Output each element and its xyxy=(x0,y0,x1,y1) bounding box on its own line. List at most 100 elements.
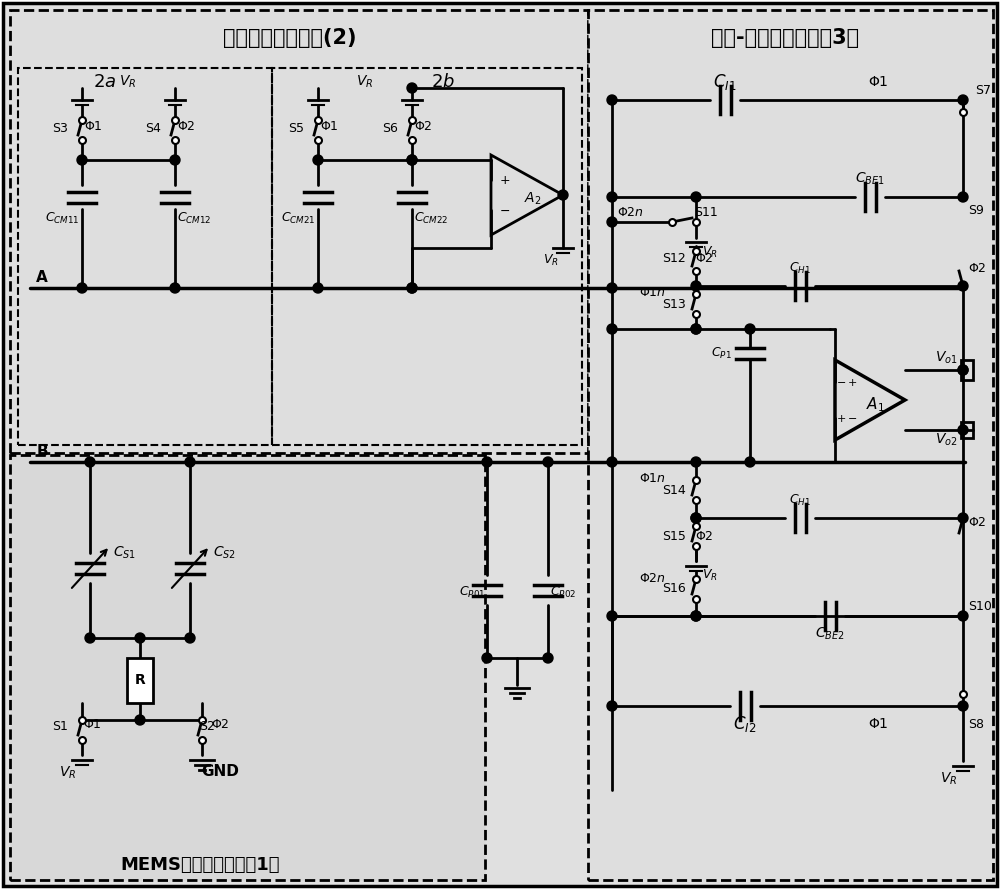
Circle shape xyxy=(958,513,968,523)
Text: $\Phi 1$: $\Phi 1$ xyxy=(868,717,888,731)
Text: $V_R$: $V_R$ xyxy=(59,765,77,781)
Text: $\Phi 2$: $\Phi 2$ xyxy=(695,530,713,542)
Text: $-$: $-$ xyxy=(499,204,511,217)
Text: $\Phi 1n$: $\Phi 1n$ xyxy=(639,285,665,299)
Circle shape xyxy=(958,192,968,202)
Circle shape xyxy=(691,457,701,467)
Text: $V_R$: $V_R$ xyxy=(543,252,559,268)
Text: B: B xyxy=(36,444,48,460)
Circle shape xyxy=(958,365,968,375)
Text: $A_2$: $A_2$ xyxy=(524,191,542,207)
Text: $C_{CM11}$: $C_{CM11}$ xyxy=(45,211,80,226)
Text: S7: S7 xyxy=(975,84,991,97)
Text: $-+$: $-+$ xyxy=(836,377,858,388)
Circle shape xyxy=(607,457,617,467)
Text: $C_{S1}$: $C_{S1}$ xyxy=(113,545,137,561)
Text: $\Phi 1$: $\Phi 1$ xyxy=(83,718,101,732)
Circle shape xyxy=(958,425,968,435)
Circle shape xyxy=(185,633,195,643)
Text: $\Phi 2n$: $\Phi 2n$ xyxy=(617,205,643,219)
Text: R: R xyxy=(135,673,145,687)
Text: MEMS机械传感元件（1）: MEMS机械传感元件（1） xyxy=(120,856,280,874)
Text: S6: S6 xyxy=(382,122,398,134)
Text: $\mathit{2b}$: $\mathit{2b}$ xyxy=(431,73,455,91)
Text: S16: S16 xyxy=(662,582,686,596)
Circle shape xyxy=(135,633,145,643)
Circle shape xyxy=(482,653,492,663)
Circle shape xyxy=(958,365,968,375)
Circle shape xyxy=(745,324,755,334)
Text: S8: S8 xyxy=(968,717,984,731)
Circle shape xyxy=(313,155,323,165)
Text: $C_{H1}$: $C_{H1}$ xyxy=(789,493,811,508)
Text: $V_R$: $V_R$ xyxy=(940,771,958,787)
Text: $V_R$: $V_R$ xyxy=(702,567,718,582)
Circle shape xyxy=(745,457,755,467)
Text: $\Phi 1$: $\Phi 1$ xyxy=(84,119,102,132)
Circle shape xyxy=(77,155,87,165)
Circle shape xyxy=(185,457,195,467)
Bar xyxy=(127,658,153,703)
Text: $\mathit{2a}$: $\mathit{2a}$ xyxy=(93,73,117,91)
Circle shape xyxy=(607,217,617,227)
Circle shape xyxy=(558,190,568,200)
Text: $C_{P02}$: $C_{P02}$ xyxy=(550,584,576,599)
Circle shape xyxy=(691,324,701,334)
Bar xyxy=(961,360,973,380)
Text: $C_{H1}$: $C_{H1}$ xyxy=(789,260,811,276)
Text: $\Phi 1$: $\Phi 1$ xyxy=(320,119,338,132)
Circle shape xyxy=(85,633,95,643)
Text: 电容-电压转换模块（3）: 电容-电压转换模块（3） xyxy=(711,28,859,48)
Circle shape xyxy=(607,611,617,621)
Text: 输入共模控制电路(2): 输入共模控制电路(2) xyxy=(223,28,357,48)
Text: S9: S9 xyxy=(968,204,984,218)
Text: $V_{o1}$: $V_{o1}$ xyxy=(935,349,958,366)
Text: S12: S12 xyxy=(662,252,686,266)
Circle shape xyxy=(958,701,968,711)
Circle shape xyxy=(170,283,180,293)
Circle shape xyxy=(77,283,87,293)
Circle shape xyxy=(958,95,968,105)
Text: $C_{BE1}$: $C_{BE1}$ xyxy=(855,171,885,188)
Text: $\Phi 2$: $\Phi 2$ xyxy=(414,119,432,132)
Text: S5: S5 xyxy=(288,122,304,134)
Circle shape xyxy=(407,283,417,293)
Circle shape xyxy=(607,324,617,334)
Text: $+-$: $+-$ xyxy=(836,412,858,423)
Text: $\Phi 2$: $\Phi 2$ xyxy=(211,718,229,732)
Circle shape xyxy=(607,95,617,105)
Text: +: + xyxy=(500,173,510,187)
Text: S14: S14 xyxy=(662,484,686,496)
Text: $C_{P01}$: $C_{P01}$ xyxy=(459,584,485,599)
Text: $C_{I2}$: $C_{I2}$ xyxy=(733,714,757,734)
Circle shape xyxy=(691,513,701,523)
Bar xyxy=(588,10,993,880)
Circle shape xyxy=(607,283,617,293)
Text: $C_{CM12}$: $C_{CM12}$ xyxy=(177,211,212,226)
Text: $V_{o2}$: $V_{o2}$ xyxy=(935,432,958,448)
Circle shape xyxy=(958,281,968,291)
Circle shape xyxy=(691,611,701,621)
Text: S13: S13 xyxy=(662,298,686,310)
Text: $\Phi 2$: $\Phi 2$ xyxy=(695,252,713,266)
Circle shape xyxy=(85,457,95,467)
Bar xyxy=(10,455,485,880)
Text: $C_{S2}$: $C_{S2}$ xyxy=(213,545,237,561)
Bar xyxy=(961,422,973,438)
Text: S4: S4 xyxy=(145,122,161,134)
Bar xyxy=(10,10,588,453)
Text: $C_{I1}$: $C_{I1}$ xyxy=(713,72,737,92)
Circle shape xyxy=(407,83,417,93)
Text: S1: S1 xyxy=(52,720,68,733)
Text: S3: S3 xyxy=(52,122,68,134)
Circle shape xyxy=(543,653,553,663)
Text: S15: S15 xyxy=(662,530,686,542)
Circle shape xyxy=(407,155,417,165)
Text: $C_{P1}$: $C_{P1}$ xyxy=(711,346,732,361)
Circle shape xyxy=(543,457,553,467)
Circle shape xyxy=(958,611,968,621)
Text: $\Phi 2$: $\Phi 2$ xyxy=(968,517,986,530)
Text: $C_{BE2}$: $C_{BE2}$ xyxy=(815,626,845,642)
Text: S2: S2 xyxy=(199,720,215,733)
Text: $\Phi 1n$: $\Phi 1n$ xyxy=(639,471,665,485)
